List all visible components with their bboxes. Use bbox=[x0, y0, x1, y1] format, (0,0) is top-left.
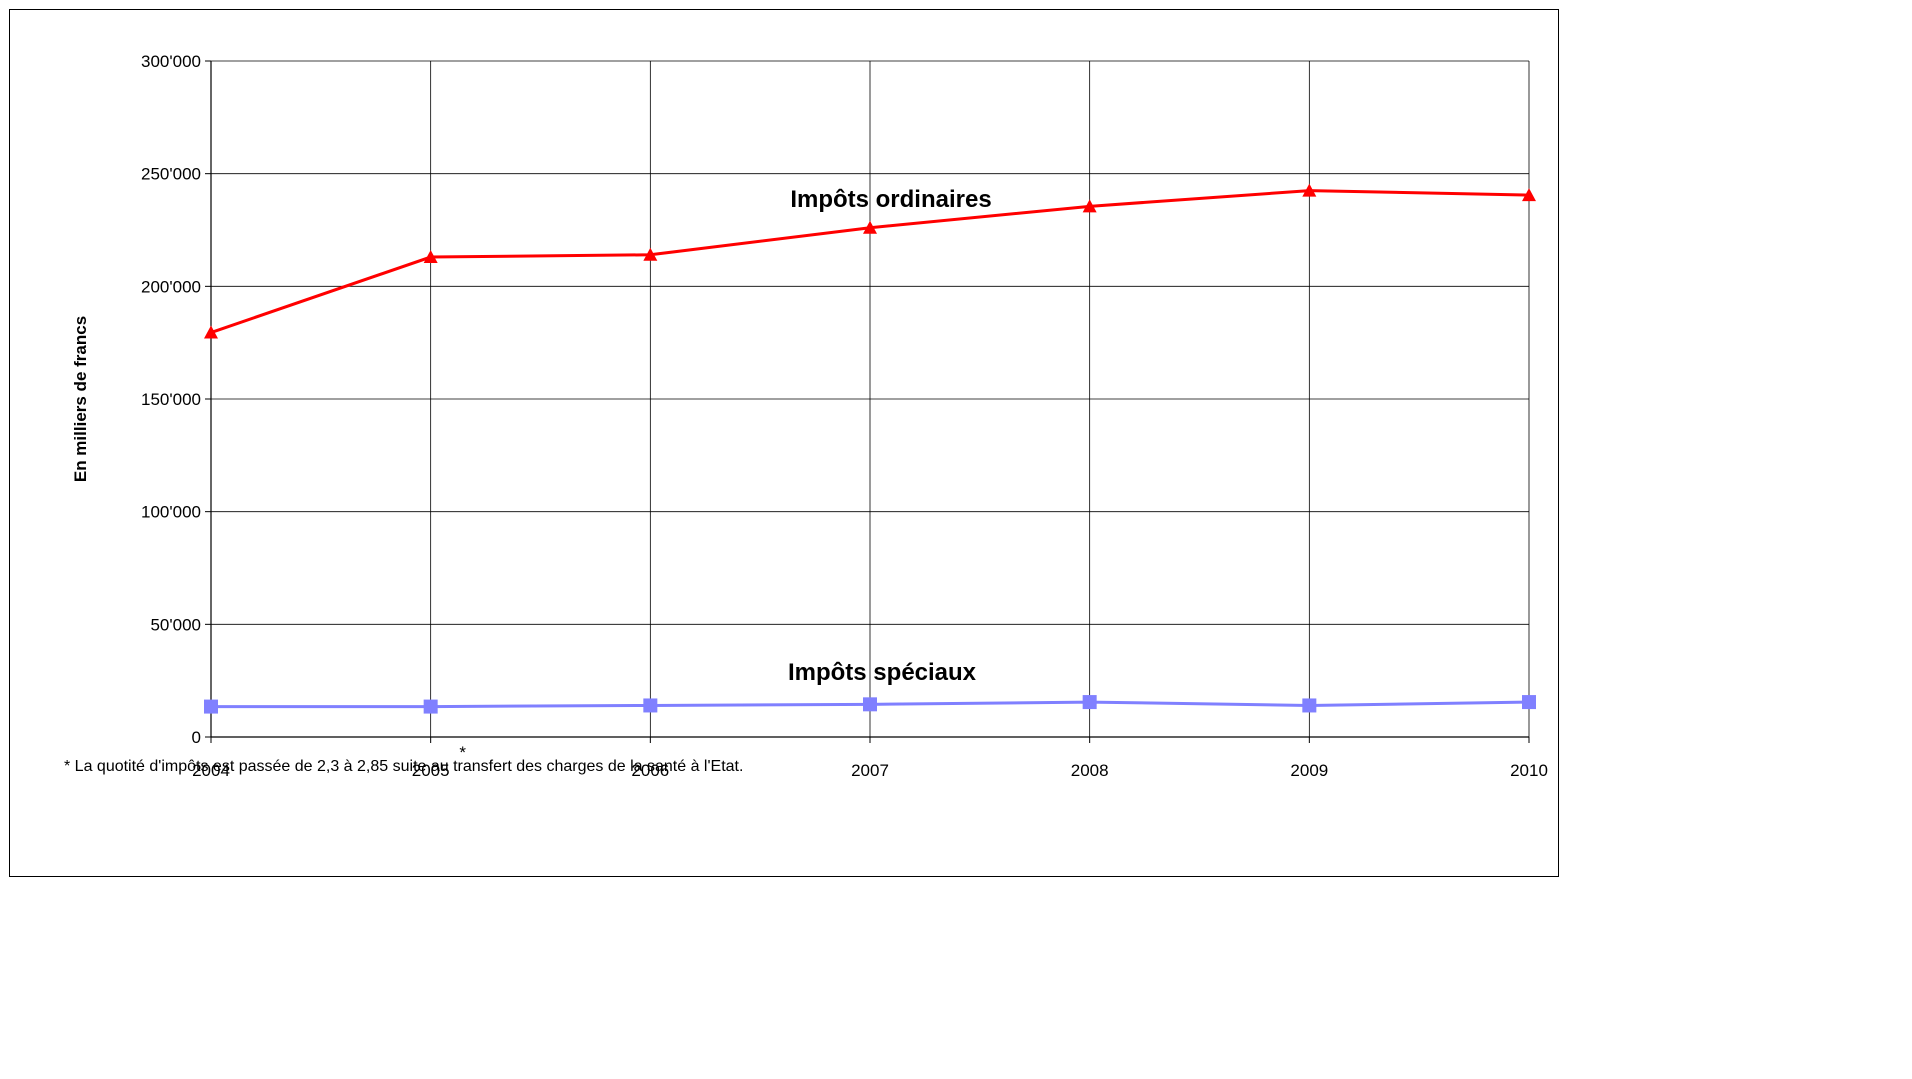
y-tick-label: 0 bbox=[192, 728, 201, 747]
data-point-triangle bbox=[1522, 188, 1536, 202]
data-point-triangle bbox=[1082, 199, 1097, 213]
y-tick-label: 250'000 bbox=[141, 165, 201, 184]
series-group bbox=[204, 183, 1536, 714]
line-chart: 0 50'000 100'000 150'000 200'000 250'000 300'0… bbox=[64, 52, 1548, 780]
series-label: Impôts ordinaires bbox=[790, 186, 991, 213]
x-tick-label: 2004 bbox=[192, 761, 230, 780]
data-point-triangle bbox=[204, 325, 218, 339]
x-tick-label: 2010 bbox=[1510, 761, 1548, 780]
y-tick-labels: 0 50'000 100'000 150'000 200'000 250'000 300'0… bbox=[141, 52, 201, 747]
series-labels: Impôts ordinaires Impôts spéciaux bbox=[788, 186, 992, 686]
data-point-triangle bbox=[863, 220, 877, 234]
x-tick-label: 2008 bbox=[1071, 761, 1109, 780]
y-tick-label: 150'000 bbox=[141, 390, 201, 409]
x-tick-labels: 2004 2005 * 2006 2007 2008 2009 2010 bbox=[192, 743, 1548, 780]
y-tick-label: 300'000 bbox=[141, 52, 201, 71]
y-axis-label: En milliers de francs bbox=[71, 316, 90, 482]
data-point-triangle bbox=[643, 247, 658, 261]
data-point-triangle bbox=[423, 250, 438, 264]
x-tick-label: 2009 bbox=[1290, 761, 1328, 780]
x-tick-label: 2007 bbox=[851, 761, 889, 780]
data-point-square bbox=[1522, 695, 1536, 710]
axes bbox=[205, 60, 1530, 743]
gridlines bbox=[211, 60, 1530, 737]
footnote: * La quotité d'impôts est passée de 2,3 … bbox=[64, 758, 743, 775]
data-point-square bbox=[1082, 695, 1097, 710]
data-point-square bbox=[423, 699, 438, 714]
y-tick-label: 50'000 bbox=[150, 615, 201, 634]
x-tick-annotation: * bbox=[459, 743, 466, 762]
data-point-triangle bbox=[1302, 183, 1317, 197]
data-point-square bbox=[643, 698, 658, 713]
y-tick-label: 200'000 bbox=[141, 277, 201, 296]
y-tick-label: 100'000 bbox=[141, 503, 201, 522]
data-point-square bbox=[863, 697, 877, 712]
data-point-square bbox=[204, 699, 218, 714]
x-tick-label: 2006 bbox=[631, 761, 669, 780]
chart-frame bbox=[9, 9, 1559, 877]
data-point-square bbox=[1302, 698, 1317, 713]
series-label: Impôts spéciaux bbox=[788, 659, 977, 686]
x-tick-label: 2005 bbox=[412, 761, 450, 780]
